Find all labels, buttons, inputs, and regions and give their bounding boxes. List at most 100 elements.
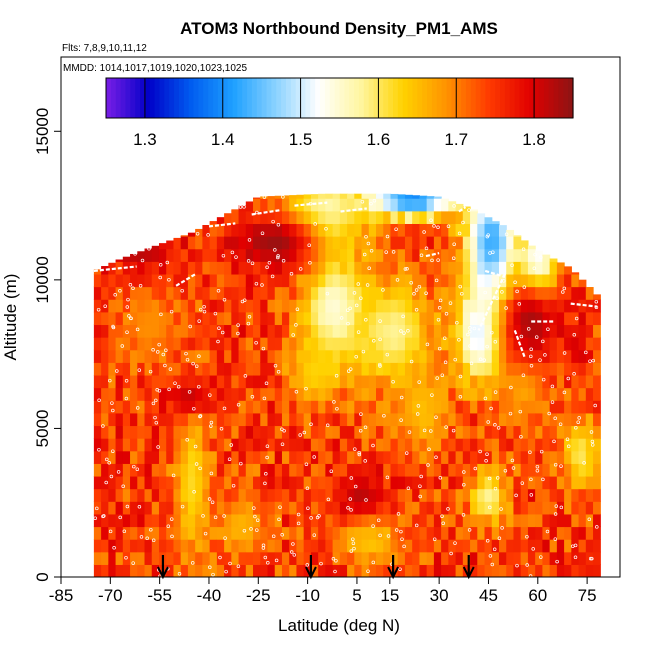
heatmap-cell [238, 438, 247, 452]
colorbar-swatch [451, 78, 457, 118]
heatmap-cell [274, 400, 283, 414]
sample-point [231, 483, 236, 488]
heatmap-cell [209, 438, 218, 452]
heatmap-cell [347, 349, 355, 363]
sample-point [131, 561, 135, 565]
sample-point [378, 364, 382, 368]
sample-point [483, 396, 488, 401]
heatmap-cell [376, 463, 384, 477]
heatmap-cell [318, 286, 326, 300]
heatmap-cell [253, 286, 261, 300]
sample-point [157, 342, 161, 347]
heatmap-cell [296, 475, 305, 490]
heatmap-cell [542, 349, 551, 363]
sample-point [417, 380, 421, 384]
heatmap-cell [477, 236, 486, 250]
sample-point [101, 424, 105, 428]
heatmap-cell [556, 311, 565, 326]
heatmap-cell [412, 374, 421, 389]
x-tick-label: -70 [98, 586, 123, 605]
sample-point [307, 243, 311, 247]
heatmap-cell [151, 374, 160, 389]
heatmap-cell [202, 387, 211, 401]
sample-point [590, 443, 595, 447]
heatmap-cell [245, 551, 254, 565]
heatmap-cell [137, 251, 146, 262]
heatmap-cell [498, 488, 507, 502]
heatmap-cell [448, 223, 457, 237]
heatmap-cell [419, 273, 428, 288]
heatmap-cell [470, 261, 478, 275]
heatmap-cell [527, 438, 536, 452]
heatmap-cell [93, 412, 102, 427]
sample-point [292, 553, 297, 557]
sample-point [525, 563, 529, 567]
heatmap-cell [216, 425, 225, 439]
heatmap-cell [593, 488, 601, 502]
heatmap-cell [383, 248, 392, 262]
heatmap-cell [549, 438, 558, 452]
heatmap-cell [593, 513, 601, 528]
heatmap-cell [441, 475, 449, 490]
heatmap-cell [564, 526, 572, 540]
heatmap-cell [173, 526, 182, 540]
heatmap-cell [158, 412, 167, 427]
sample-point [399, 418, 403, 422]
heatmap-cell [527, 299, 536, 313]
sample-point [265, 455, 269, 460]
heatmap-cell [260, 400, 269, 414]
heatmap-cell [498, 551, 507, 565]
heatmap-cell [209, 412, 218, 427]
heatmap-cell [238, 286, 247, 300]
heatmap-cell [578, 475, 587, 490]
heatmap-cell [187, 450, 196, 464]
heatmap-cell [93, 475, 102, 490]
heatmap-cell [310, 261, 319, 275]
heatmap-cell [498, 539, 507, 553]
heatmap-cell [404, 198, 413, 212]
heatmap-cell [187, 475, 196, 490]
heatmap-cell [318, 236, 326, 250]
heatmap-cell [339, 526, 348, 540]
heatmap-cell [347, 362, 355, 376]
sample-point [242, 205, 246, 209]
sample-point [485, 344, 489, 349]
heatmap-cell [593, 362, 601, 376]
heatmap-cell [274, 261, 283, 275]
heatmap-cell [433, 286, 442, 300]
heatmap-cell [412, 223, 421, 237]
heatmap-cell [477, 324, 486, 338]
heatmap-cell [491, 261, 500, 275]
heatmap-cell [578, 513, 587, 528]
heatmap-cell [527, 248, 536, 262]
heatmap-cell [376, 387, 384, 401]
heatmap-cell [433, 425, 442, 439]
heatmap-cell [187, 438, 196, 452]
heatmap-cell [253, 526, 261, 540]
heatmap-cell [556, 273, 565, 288]
heatmap-cell [231, 337, 240, 351]
heatmap-cell [354, 311, 363, 326]
heatmap-cell [347, 198, 355, 212]
heatmap-cell [368, 210, 377, 224]
heatmap-cell [585, 564, 594, 577]
heatmap-cell [180, 539, 189, 553]
sample-point [491, 250, 495, 254]
heatmap-cell [426, 311, 435, 326]
sample-point [510, 458, 515, 463]
heatmap-cell [253, 438, 261, 452]
sample-point [369, 249, 374, 253]
sample-point [173, 381, 177, 385]
heatmap-cell [209, 501, 218, 515]
heatmap-cell [441, 463, 449, 477]
heatmap-cell [412, 324, 421, 338]
heatmap-cell [144, 311, 153, 326]
heatmap-cell [462, 210, 471, 224]
heatmap-cell [180, 261, 189, 275]
heatmap-cell [296, 463, 305, 477]
heatmap-cell [527, 324, 536, 338]
heatmap-cell [108, 387, 117, 401]
sample-point [436, 225, 440, 230]
heatmap-cell [383, 198, 392, 212]
